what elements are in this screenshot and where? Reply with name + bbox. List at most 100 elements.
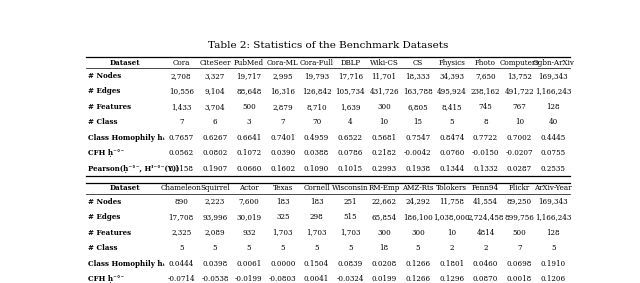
Text: 0.1938: 0.1938 bbox=[405, 165, 431, 173]
Text: 5: 5 bbox=[213, 244, 218, 252]
Text: Photo: Photo bbox=[475, 59, 496, 67]
Text: 7: 7 bbox=[280, 118, 285, 126]
Text: 0.1910: 0.1910 bbox=[541, 260, 566, 267]
Text: 30,019: 30,019 bbox=[236, 213, 262, 221]
Text: 5: 5 bbox=[415, 244, 420, 252]
Text: 0.7002: 0.7002 bbox=[507, 134, 532, 142]
Text: DBLP: DBLP bbox=[340, 59, 360, 67]
Text: 11,758: 11,758 bbox=[439, 198, 464, 206]
Text: 2,089: 2,089 bbox=[205, 229, 225, 237]
Text: 10: 10 bbox=[380, 118, 388, 126]
Text: CFH ḥ⁻°⁻: CFH ḥ⁻°⁻ bbox=[88, 149, 124, 157]
Text: Physics: Physics bbox=[438, 59, 465, 67]
Text: 34,393: 34,393 bbox=[439, 72, 464, 80]
Text: 24,292: 24,292 bbox=[405, 198, 431, 206]
Text: 0.6641: 0.6641 bbox=[236, 134, 262, 142]
Text: 65,854: 65,854 bbox=[372, 213, 397, 221]
Text: 0.1504: 0.1504 bbox=[304, 260, 329, 267]
Text: 300: 300 bbox=[411, 229, 425, 237]
Text: # Class: # Class bbox=[88, 244, 117, 252]
Text: AMZ-Rts: AMZ-Rts bbox=[402, 184, 434, 192]
Text: # Features: # Features bbox=[88, 229, 131, 237]
Text: 890: 890 bbox=[174, 198, 188, 206]
Text: RM-Emp: RM-Emp bbox=[369, 184, 400, 192]
Text: -0.0538: -0.0538 bbox=[202, 275, 229, 283]
Text: 431,726: 431,726 bbox=[369, 87, 399, 95]
Text: 3,327: 3,327 bbox=[205, 72, 225, 80]
Text: PubMed: PubMed bbox=[234, 59, 264, 67]
Text: # Nodes: # Nodes bbox=[88, 72, 121, 80]
Text: CS: CS bbox=[413, 59, 423, 67]
Text: 0.0802: 0.0802 bbox=[202, 149, 228, 157]
Text: 7: 7 bbox=[179, 118, 184, 126]
Text: 169,343: 169,343 bbox=[538, 198, 568, 206]
Text: 128: 128 bbox=[547, 103, 560, 111]
Text: 7,600: 7,600 bbox=[239, 198, 259, 206]
Text: 6,805: 6,805 bbox=[408, 103, 428, 111]
Text: Cora-Full: Cora-Full bbox=[300, 59, 333, 67]
Text: 2: 2 bbox=[483, 244, 488, 252]
Text: 0.0870: 0.0870 bbox=[473, 275, 498, 283]
Text: CiteSeer: CiteSeer bbox=[199, 59, 231, 67]
Text: Texas: Texas bbox=[273, 184, 293, 192]
Text: 0.1072: 0.1072 bbox=[236, 149, 262, 157]
Text: 2: 2 bbox=[449, 244, 454, 252]
Text: 0.0760: 0.0760 bbox=[439, 149, 465, 157]
Text: 0.1090: 0.1090 bbox=[304, 165, 329, 173]
Text: 0.0755: 0.0755 bbox=[541, 149, 566, 157]
Text: 0.7401: 0.7401 bbox=[270, 134, 295, 142]
Text: 169,343: 169,343 bbox=[538, 72, 568, 80]
Text: Computers: Computers bbox=[499, 59, 540, 67]
Text: Pearson(ḥ⁻°⁻, Hᴵ⁻°⁻(Y)): Pearson(ḥ⁻°⁻, Hᴵ⁻°⁻(Y)) bbox=[88, 165, 179, 173]
Text: 500: 500 bbox=[513, 229, 526, 237]
Text: Ogbn-ArXiv: Ogbn-ArXiv bbox=[532, 59, 574, 67]
Text: 19,793: 19,793 bbox=[304, 72, 329, 80]
Text: 1,166,243: 1,166,243 bbox=[535, 213, 572, 221]
Text: -0.0150: -0.0150 bbox=[472, 149, 499, 157]
Text: 89,250: 89,250 bbox=[507, 198, 532, 206]
Text: 0.0041: 0.0041 bbox=[304, 275, 329, 283]
Text: Wiki-CS: Wiki-CS bbox=[370, 59, 399, 67]
Text: Actor: Actor bbox=[239, 184, 259, 192]
Text: 932: 932 bbox=[242, 229, 256, 237]
Text: Dataset: Dataset bbox=[110, 184, 140, 192]
Text: 767: 767 bbox=[513, 103, 526, 111]
Text: 1,166,243: 1,166,243 bbox=[535, 87, 572, 95]
Text: 10: 10 bbox=[447, 229, 456, 237]
Text: Squirrel: Squirrel bbox=[200, 184, 230, 192]
Text: 0.7657: 0.7657 bbox=[169, 134, 194, 142]
Text: Cornell: Cornell bbox=[303, 184, 330, 192]
Text: 5: 5 bbox=[449, 118, 454, 126]
Text: 0.2182: 0.2182 bbox=[372, 149, 397, 157]
Text: 5: 5 bbox=[246, 244, 251, 252]
Text: Cora: Cora bbox=[173, 59, 190, 67]
Text: Dataset: Dataset bbox=[110, 59, 140, 67]
Text: 0.0018: 0.0018 bbox=[507, 275, 532, 283]
Text: 0.1266: 0.1266 bbox=[405, 260, 431, 267]
Text: 3: 3 bbox=[246, 118, 251, 126]
Text: 325: 325 bbox=[276, 213, 289, 221]
Text: 41,554: 41,554 bbox=[473, 198, 498, 206]
Text: 0.1801: 0.1801 bbox=[439, 260, 464, 267]
Text: 1,038,000: 1,038,000 bbox=[433, 213, 470, 221]
Text: 5: 5 bbox=[280, 244, 285, 252]
Text: 0.1296: 0.1296 bbox=[439, 275, 464, 283]
Text: 300: 300 bbox=[377, 229, 391, 237]
Text: -0.0324: -0.0324 bbox=[337, 275, 364, 283]
Text: Tolokers: Tolokers bbox=[436, 184, 467, 192]
Text: 515: 515 bbox=[344, 213, 357, 221]
Text: 0.0398: 0.0398 bbox=[202, 260, 228, 267]
Text: 6: 6 bbox=[212, 118, 218, 126]
Text: 18: 18 bbox=[380, 244, 388, 252]
Text: 4: 4 bbox=[348, 118, 353, 126]
Text: 5: 5 bbox=[179, 244, 184, 252]
Text: 18,333: 18,333 bbox=[406, 72, 430, 80]
Text: 186,100: 186,100 bbox=[403, 213, 433, 221]
Text: 0.7722: 0.7722 bbox=[473, 134, 498, 142]
Text: 40: 40 bbox=[548, 118, 558, 126]
Text: 0.0460: 0.0460 bbox=[473, 260, 498, 267]
Text: 238,162: 238,162 bbox=[471, 87, 500, 95]
Text: # Edges: # Edges bbox=[88, 87, 120, 95]
Text: 9,104: 9,104 bbox=[205, 87, 225, 95]
Text: 0.0390: 0.0390 bbox=[270, 149, 295, 157]
